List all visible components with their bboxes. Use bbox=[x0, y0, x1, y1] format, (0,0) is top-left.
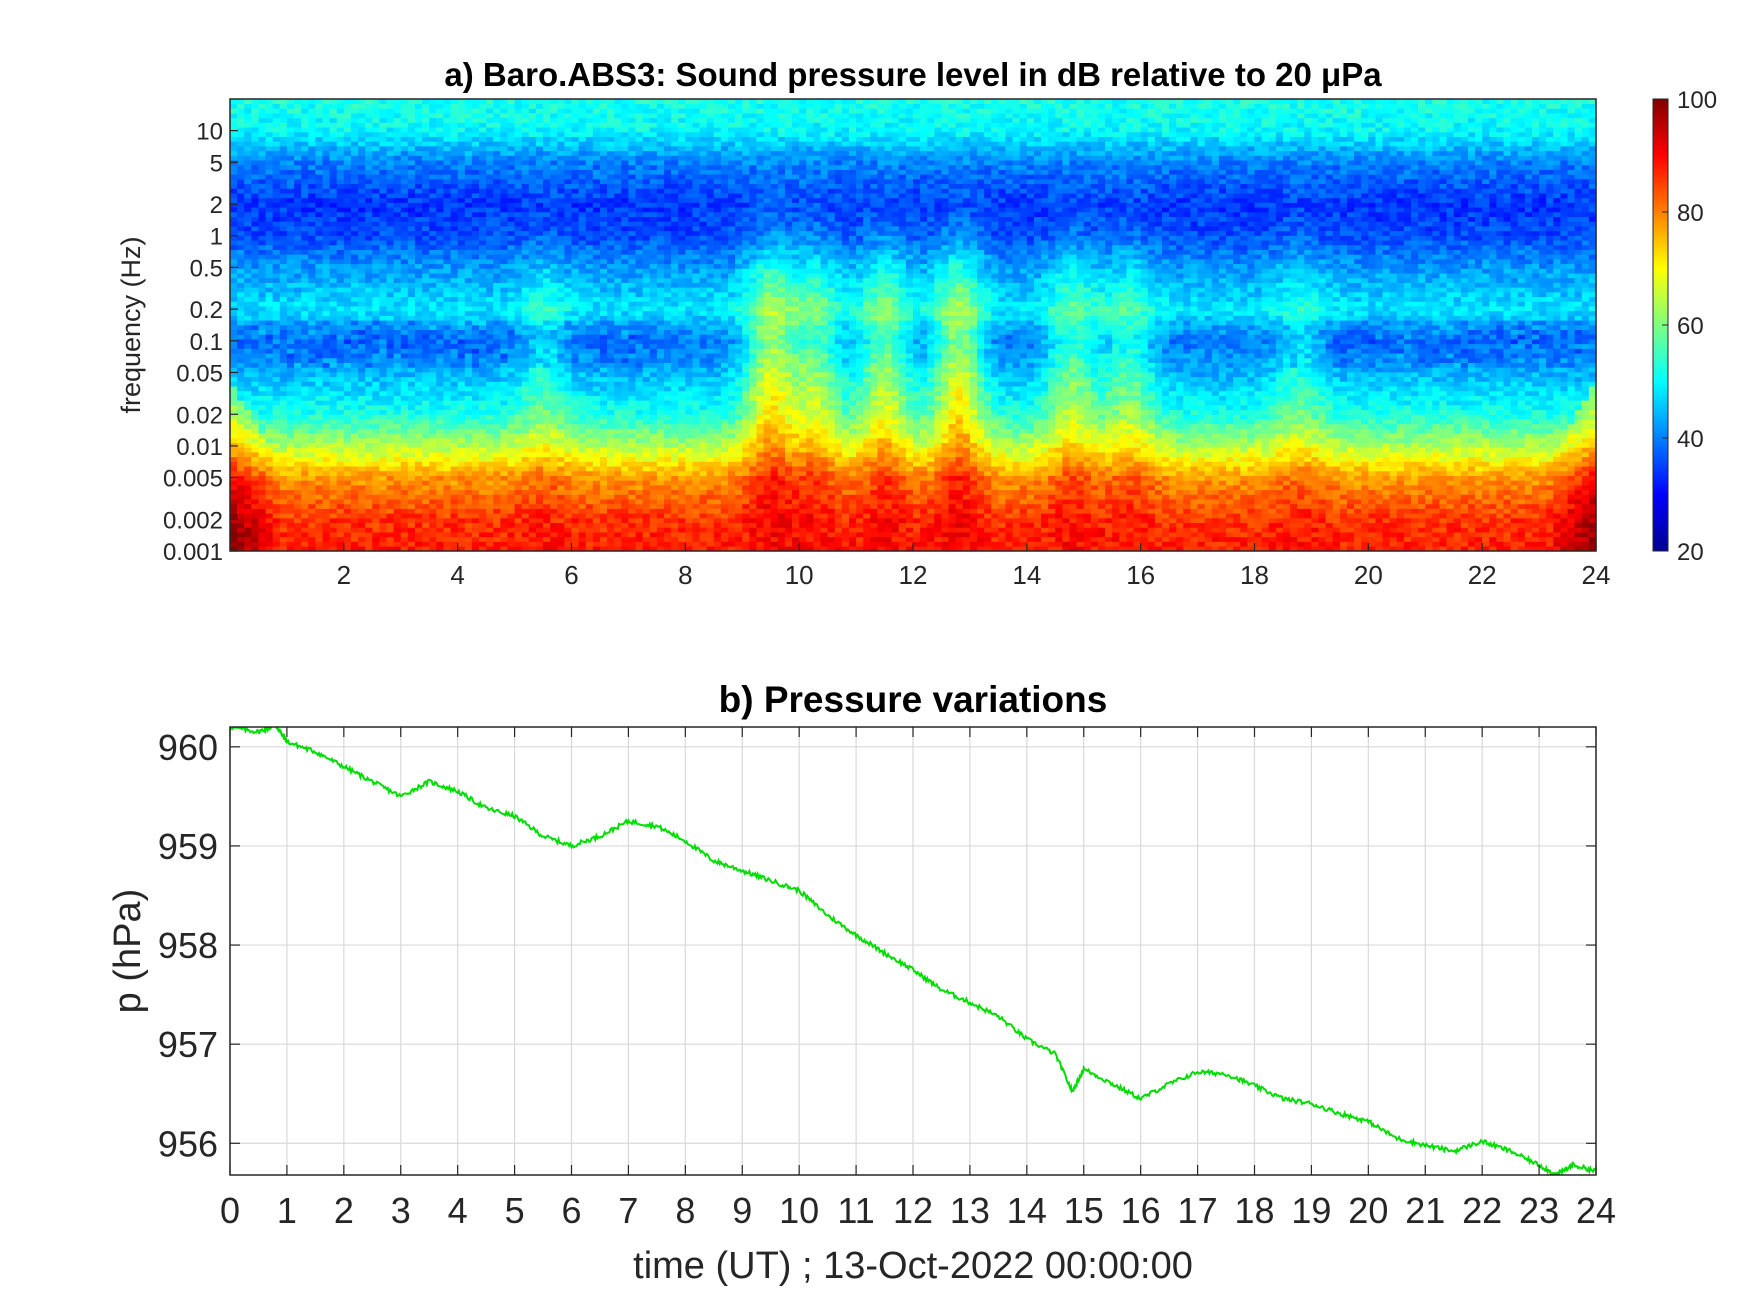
spectrogram-panel: a) Baro.ABS3: Sound pressure level in dB… bbox=[116, 56, 1717, 590]
pressure-x-label: time (UT) ; 13-Oct-2022 00:00:00 bbox=[633, 1245, 1193, 1287]
pressure-x-tick-label: 11 bbox=[837, 1190, 874, 1231]
spectrogram-x-tick-label: 12 bbox=[899, 560, 928, 590]
spectrogram-y-tick-label: 0.05 bbox=[176, 360, 223, 387]
pressure-x-ticks: 0 1 2 3 4 5 6 7 8 9 10 11 12 13 14 15 16 17 18 19 20 21 22 23 24 bbox=[220, 727, 1616, 1231]
spectrogram-y-ticks: 0.001 0.002 0.005 0.01 0.02 0.05 0.1 0.2 0.5 1 2 5 1… bbox=[163, 119, 238, 566]
pressure-title: b) Pressure variations bbox=[719, 679, 1108, 720]
pressure-x-tick-label: 3 bbox=[391, 1190, 411, 1231]
pressure-x-tick-label: 1 bbox=[277, 1190, 297, 1231]
pressure-x-tick-label: 24 bbox=[1576, 1190, 1616, 1231]
pressure-x-tick-label: 7 bbox=[618, 1190, 638, 1231]
pressure-x-tick-label: 13 bbox=[950, 1190, 990, 1231]
pressure-y-tick-label: 956 bbox=[158, 1123, 218, 1164]
pressure-y-tick-label: 959 bbox=[158, 826, 218, 867]
pressure-x-tick-label: 9 bbox=[732, 1190, 752, 1231]
colorbar: 20 40 60 80 100 bbox=[1652, 87, 1717, 566]
spectrogram-y-tick-label: 0.2 bbox=[190, 297, 223, 324]
spectrogram-heatmap bbox=[230, 98, 1597, 552]
pressure-x-tick-label: 18 bbox=[1234, 1190, 1274, 1231]
pressure-x-tick-label: 17 bbox=[1178, 1190, 1218, 1231]
pressure-x-tick-label: 6 bbox=[561, 1190, 581, 1231]
spectrogram-x-tick-label: 4 bbox=[450, 560, 464, 590]
pressure-y-tick-label: 958 bbox=[158, 925, 218, 966]
spectrogram-y-tick-label: 0.5 bbox=[190, 255, 223, 282]
colorbar-tick-label: 60 bbox=[1677, 313, 1704, 340]
spectrogram-y-tick-label: 0.02 bbox=[176, 402, 223, 429]
pressure-x-tick-label: 4 bbox=[448, 1190, 468, 1231]
spectrogram-x-tick-label: 14 bbox=[1012, 560, 1041, 590]
spectrogram-y-tick-label: 2 bbox=[210, 192, 223, 219]
pressure-x-tick-label: 0 bbox=[220, 1190, 240, 1231]
colorbar-tick-label: 20 bbox=[1677, 539, 1704, 566]
pressure-x-tick-label: 12 bbox=[893, 1190, 933, 1231]
pressure-y-tick-label: 960 bbox=[158, 727, 218, 768]
pressure-panel: b) Pressure variations 0 1 2 3 4 5 6 7 8 9 10 11 12 1… bbox=[107, 679, 1616, 1287]
pressure-x-tick-label: 2 bbox=[334, 1190, 354, 1231]
colorbar-ticks: 20 40 60 80 100 bbox=[1662, 87, 1717, 566]
spectrogram-y-tick-label: 0.005 bbox=[163, 466, 223, 493]
spectrogram-x-tick-label: 24 bbox=[1582, 560, 1611, 590]
spectrogram-x-tick-label: 8 bbox=[678, 560, 692, 590]
pressure-x-tick-label: 23 bbox=[1519, 1190, 1559, 1231]
spectrogram-title: a) Baro.ABS3: Sound pressure level in dB… bbox=[444, 56, 1382, 93]
spectrogram-y-tick-label: 0.1 bbox=[190, 329, 223, 356]
colorbar-tick-label: 80 bbox=[1677, 200, 1704, 227]
spectrogram-y-tick-label: 10 bbox=[196, 119, 223, 146]
spectrogram-x-tick-label: 2 bbox=[337, 560, 351, 590]
spectrogram-x-tick-label: 16 bbox=[1126, 560, 1155, 590]
spectrogram-y-tick-label: 0.002 bbox=[163, 507, 223, 534]
pressure-x-tick-label: 15 bbox=[1064, 1190, 1104, 1231]
pressure-x-tick-label: 20 bbox=[1348, 1190, 1388, 1231]
pressure-y-label: p (hPa) bbox=[107, 889, 149, 1014]
pressure-y-tick-label: 957 bbox=[158, 1024, 218, 1065]
pressure-x-tick-label: 10 bbox=[779, 1190, 819, 1231]
pressure-x-tick-label: 19 bbox=[1291, 1190, 1331, 1231]
spectrogram-x-tick-label: 6 bbox=[564, 560, 578, 590]
pressure-x-tick-label: 16 bbox=[1121, 1190, 1161, 1231]
pressure-x-tick-label: 21 bbox=[1405, 1190, 1445, 1231]
spectrogram-y-tick-label: 5 bbox=[210, 150, 223, 177]
pressure-x-tick-label: 5 bbox=[505, 1190, 525, 1231]
spectrogram-x-tick-label: 20 bbox=[1354, 560, 1383, 590]
spectrogram-y-tick-label: 1 bbox=[210, 224, 223, 251]
pressure-y-ticks: 956 957 958 959 960 bbox=[158, 727, 1596, 1164]
spectrogram-x-tick-label: 18 bbox=[1240, 560, 1269, 590]
pressure-x-tick-label: 14 bbox=[1007, 1190, 1047, 1231]
colorbar-tick-label: 100 bbox=[1677, 87, 1717, 114]
spectrogram-y-tick-label: 0.001 bbox=[163, 539, 223, 566]
spectrogram-y-tick-label: 0.01 bbox=[176, 434, 223, 461]
colorbar-tick-label: 40 bbox=[1677, 426, 1704, 453]
spectrogram-x-tick-label: 22 bbox=[1468, 560, 1497, 590]
pressure-x-tick-label: 8 bbox=[675, 1190, 695, 1231]
spectrogram-y-label: frequency (Hz) bbox=[116, 236, 146, 413]
spectrogram-x-tick-label: 10 bbox=[785, 560, 814, 590]
spectrogram-x-ticks: 2 4 6 8 10 12 14 16 18 20 22 24 bbox=[337, 543, 1611, 590]
pressure-series-line bbox=[230, 727, 1596, 1175]
pressure-x-tick-label: 22 bbox=[1462, 1190, 1502, 1231]
